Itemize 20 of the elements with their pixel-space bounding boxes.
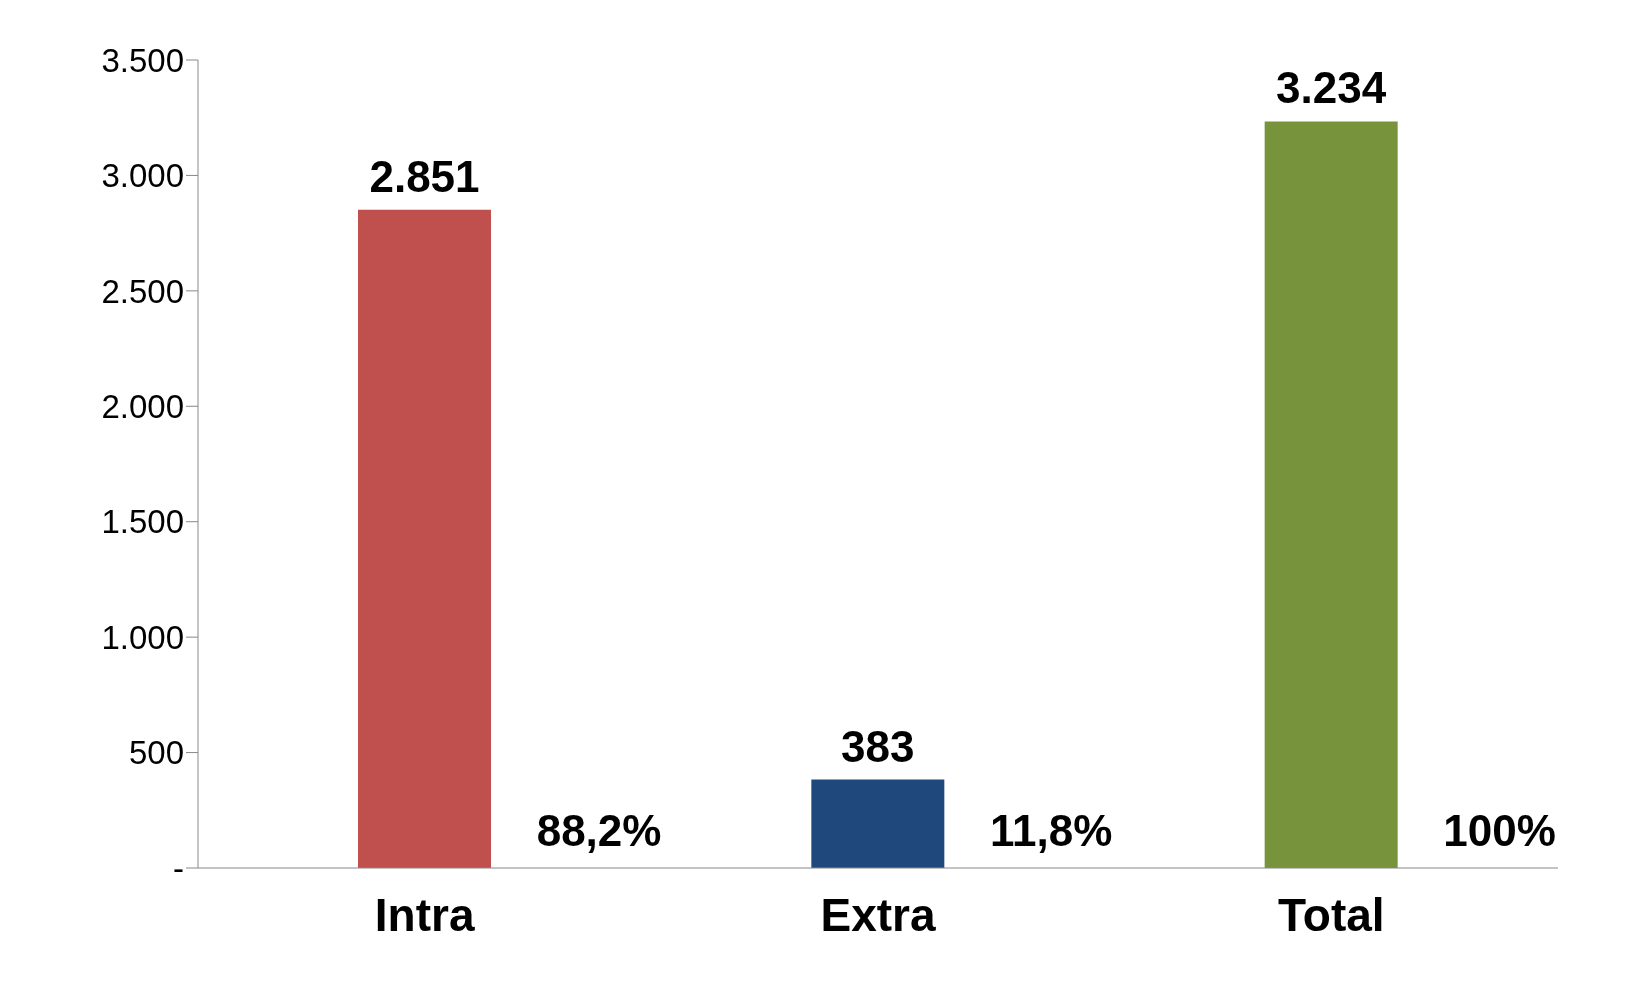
data-label: 3.234 [1276,63,1387,113]
x-tick-label: Extra [820,888,936,941]
x-tick-label: Total [1278,888,1385,941]
annotation: 100% [1443,806,1556,855]
x-tick-label: Intra [374,888,475,941]
y-tick-label: 1.000 [101,618,184,656]
annotation: 11,8% [990,806,1113,855]
y-tick-label: 2.000 [101,388,184,425]
y-tick-label: - [173,849,184,887]
y-tick-label: 3.000 [101,157,184,195]
bar [811,779,945,868]
y-tick-label: 500 [128,734,184,772]
y-tick-label: 3.500 [101,41,184,79]
y-tick-label: 1.500 [101,503,184,541]
data-label: 383 [841,721,915,771]
y-tick-label: 2.500 [101,272,184,310]
data-label: 2.851 [369,151,480,201]
annotation: 88,2% [536,806,662,855]
bar [358,209,491,868]
bar [1264,121,1398,868]
